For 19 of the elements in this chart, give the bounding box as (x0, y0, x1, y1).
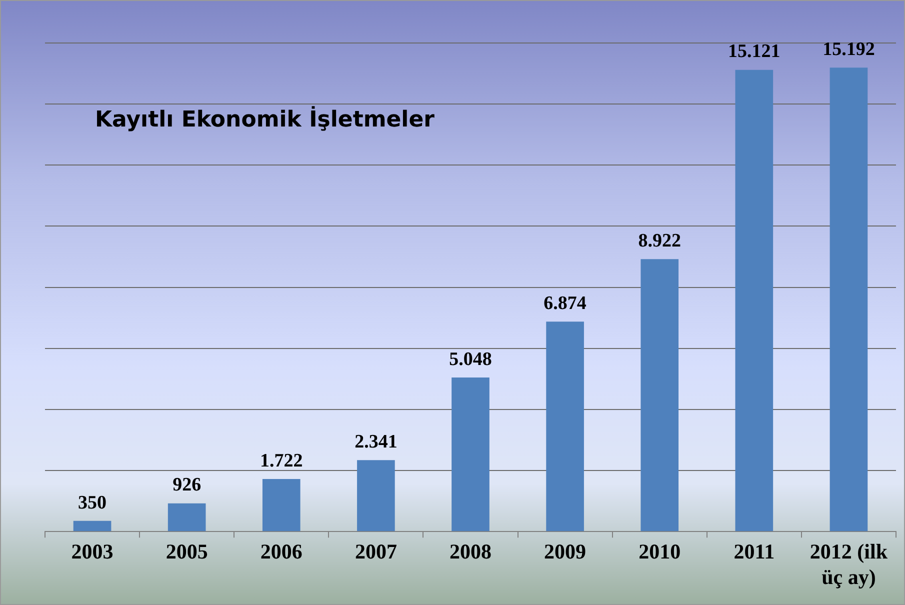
x-tick-label: 2009 (544, 540, 586, 564)
data-label: 8.922 (638, 230, 681, 252)
x-tick-label: 2008 (450, 540, 492, 564)
text: Kayıtlı Ekonomik İşletmeler (95, 106, 435, 133)
data-label: 350 (78, 492, 107, 514)
data-label: 2.341 (354, 432, 398, 453)
data-label: 5.048 (449, 348, 492, 370)
x-tick-label: 2011 (734, 540, 775, 564)
data-label: 6.874 (544, 293, 587, 314)
x-tick-label: 2005 (166, 540, 208, 564)
data-label: 15.192 (822, 39, 875, 60)
x-tick-label: 2012 (ilk üç ay) (810, 540, 888, 589)
data-label: 926 (172, 474, 202, 496)
x-tick-label: 2010 (638, 540, 681, 564)
x-tick-label: 2006 (260, 540, 302, 564)
x-tick-label: 2003 (71, 540, 114, 564)
data-label: 1.722 (260, 450, 303, 472)
data-label: 15.121 (728, 41, 780, 62)
x-tick-label: 2007 (354, 540, 397, 564)
